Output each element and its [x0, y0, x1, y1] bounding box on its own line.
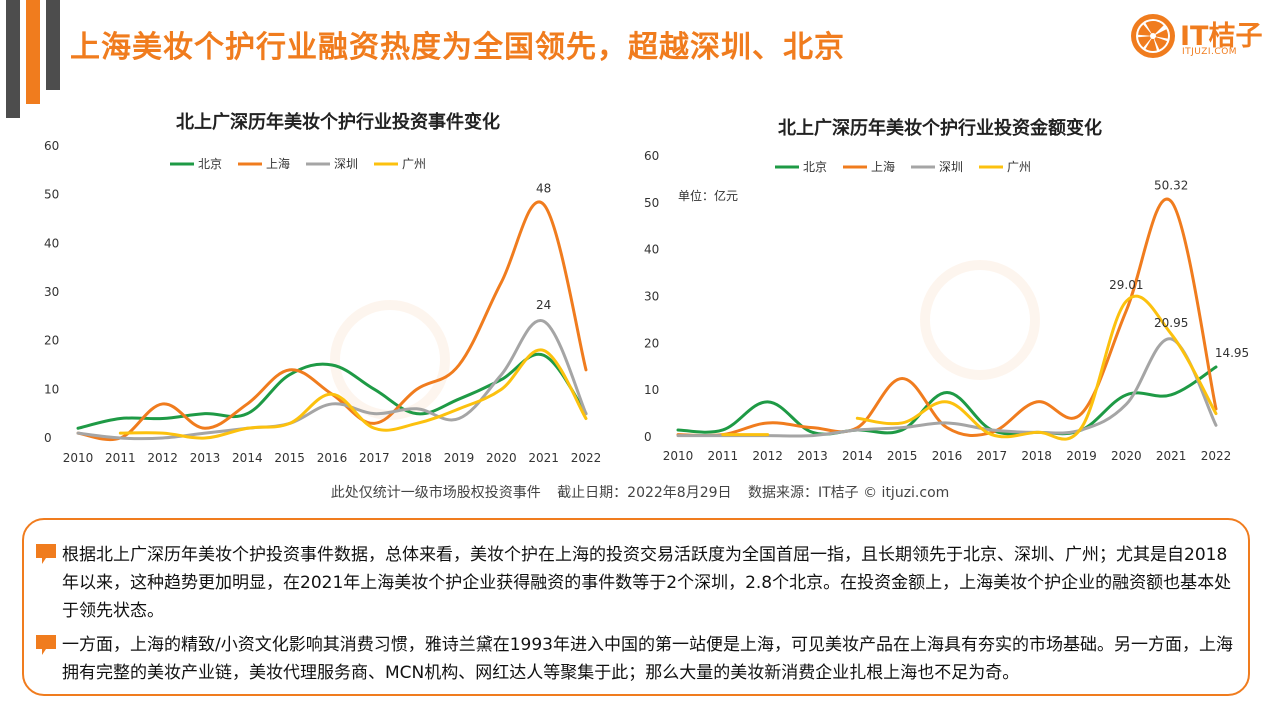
x-tick-label: 2022 — [571, 451, 602, 465]
summary-paragraph-2: 一方面，上海的精致/小资文化影响其消费习惯，雅诗兰黛在1993年进入中国的第一站… — [62, 635, 1233, 683]
watermark-logo-2 — [920, 260, 1040, 380]
footnote: 此处仅统计一级市场股权投资事件 截止日期：2022年8月29日 数据来源：IT桔… — [0, 482, 1280, 502]
x-tick-label: 2013 — [190, 451, 221, 465]
x-tick-label: 2021 — [528, 451, 559, 465]
y-tick-label: 0 — [44, 431, 52, 445]
date-note: 截止日期：2022年8月29日 — [557, 485, 732, 501]
data-label: 20.95 — [1154, 316, 1188, 330]
data-label: 24 — [536, 298, 551, 312]
x-tick-label: 2017 — [977, 449, 1008, 463]
x-tick-label: 2011 — [105, 451, 136, 465]
scope-note: 此处仅统计一级市场股权投资事件 — [330, 485, 541, 501]
y-tick-label: 40 — [644, 243, 659, 257]
y-tick-label: 20 — [44, 334, 59, 348]
events-chart: 北上广深历年美妆个护行业投资事件变化 0 10 20 30 40 50 60 2010 2011 2… — [0, 100, 640, 480]
x-tick-label: 2022 — [1201, 449, 1232, 463]
data-label: 29.01 — [1109, 278, 1143, 292]
legend-label: 深圳 — [334, 157, 358, 171]
summary-box: 根据北上广深历年美妆个护投资事件数据，总体来看，美妆个护在上海的投资交易活跃度为… — [22, 518, 1250, 696]
x-tick-label: 2018 — [401, 451, 432, 465]
logo-name: IT桔子 — [1180, 21, 1263, 52]
x-tick-label: 2020 — [1111, 449, 1142, 463]
logo-domain: ITJUZI.COM — [1182, 47, 1238, 57]
x-tick-label: 2012 — [147, 451, 178, 465]
chart-title: 北上广深历年美妆个护行业投资金额变化 — [778, 117, 1102, 139]
y-tick-label: 40 — [44, 236, 59, 250]
x-tick-label: 2011 — [708, 449, 739, 463]
legend-label: 北京 — [803, 160, 827, 174]
y-tick-label: 30 — [644, 290, 659, 304]
chart-title: 北上广深历年美妆个护行业投资事件变化 — [176, 111, 500, 133]
unit-label: 单位：亿元 — [678, 188, 738, 203]
series-line — [676, 337, 1218, 438]
x-tick-label: 2017 — [359, 451, 390, 465]
series-line — [76, 200, 588, 442]
data-label: 50.32 — [1154, 178, 1188, 192]
legend-label: 上海 — [871, 159, 895, 174]
data-label: 14.95 — [1215, 346, 1249, 360]
series-line — [676, 365, 1218, 436]
legend-label: 广州 — [402, 157, 426, 171]
y-tick-label: 30 — [44, 285, 59, 299]
x-tick-label: 2010 — [663, 449, 694, 463]
x-tick-label: 2018 — [1021, 449, 1052, 463]
y-tick-label: 20 — [644, 336, 659, 350]
x-tick-label: 2013 — [797, 449, 828, 463]
x-tick-label: 2012 — [752, 449, 783, 463]
data-label: 48 — [536, 181, 551, 195]
decor-bar-2 — [26, 0, 40, 104]
legend-label: 广州 — [1007, 160, 1031, 174]
x-tick-label: 2016 — [932, 449, 963, 463]
x-tick-label: 2020 — [486, 451, 517, 465]
x-tick-label: 2015 — [887, 449, 918, 463]
x-tick-label: 2019 — [1066, 449, 1097, 463]
legend-label: 上海 — [266, 156, 290, 171]
x-tick-label: 2015 — [274, 451, 305, 465]
y-tick-label: 0 — [644, 430, 652, 444]
speech-bubble-icon — [36, 544, 56, 564]
x-tick-label: 2010 — [63, 451, 94, 465]
y-tick-label: 50 — [44, 188, 59, 202]
x-tick-label: 2019 — [444, 451, 475, 465]
x-tick-label: 2014 — [232, 451, 263, 465]
speech-bubble-icon — [36, 635, 56, 655]
series-line — [76, 319, 588, 441]
itjuzi-logo: IT桔子 ITJUZI.COM — [1130, 10, 1270, 64]
source-note: 数据来源：IT桔子 © itjuzi.com — [747, 485, 950, 501]
x-tick-label: 2021 — [1156, 449, 1187, 463]
series-line — [118, 348, 588, 440]
series-line — [76, 352, 588, 430]
events-chart-svg: 北上广深历年美妆个护行业投资事件变化 0 10 20 30 40 50 60 2010 2011 2… — [44, 111, 602, 465]
amount-chart: 北上广深历年美妆个护行业投资金额变化单位：亿元 0 10 20 30 40 50 60 2010… — [640, 100, 1280, 480]
x-tick-label: 2014 — [842, 449, 873, 463]
y-tick-label: 60 — [644, 149, 659, 163]
y-tick-label: 50 — [644, 196, 659, 210]
page-title: 上海美妆个护行业融资热度为全国领先，超越深圳、北京 — [70, 30, 845, 65]
series-line — [676, 197, 1218, 438]
y-tick-label: 60 — [44, 139, 59, 153]
decor-bar-1 — [6, 0, 20, 118]
summary-paragraph-1: 根据北上广深历年美妆个护投资事件数据，总体来看，美妆个护在上海的投资交易活跃度为… — [62, 545, 1232, 621]
orange-slice-icon — [1131, 14, 1175, 58]
legend-label: 北京 — [198, 157, 222, 171]
x-tick-label: 2016 — [317, 451, 348, 465]
series-line — [855, 294, 1218, 441]
y-tick-label: 10 — [44, 382, 59, 396]
legend-label: 深圳 — [939, 160, 963, 174]
y-tick-label: 10 — [644, 383, 659, 397]
decor-bar-3 — [46, 0, 60, 90]
